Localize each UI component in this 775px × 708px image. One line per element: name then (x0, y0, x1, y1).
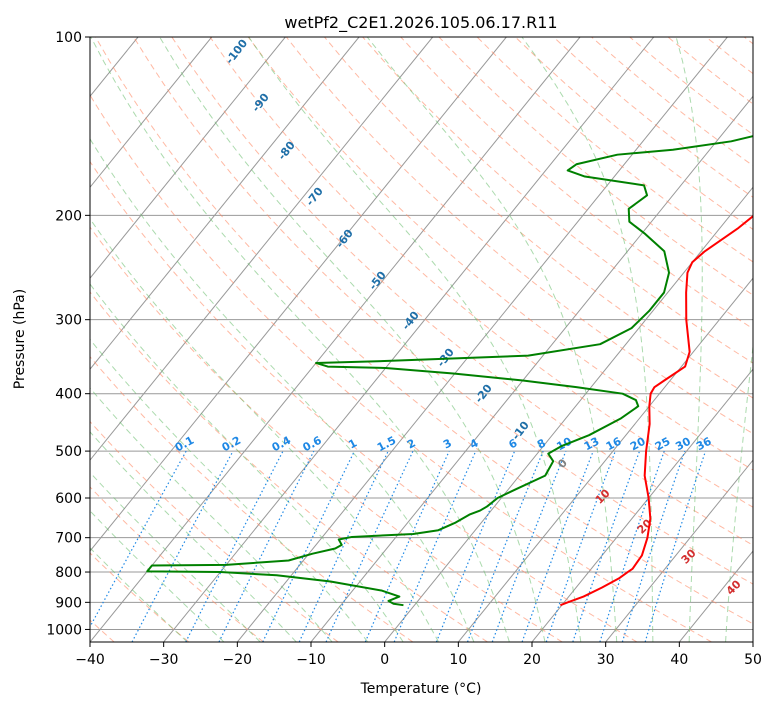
isotherm-line (163, 37, 655, 642)
y-tick-label: 200 (55, 208, 82, 224)
y-tick-label: 800 (55, 565, 82, 581)
mixing-ratio-label: 20 (628, 435, 648, 454)
mixing-ratio-line (572, 450, 641, 642)
x-tick-label: 10 (449, 652, 467, 668)
mixing-ratio-line (185, 450, 284, 642)
isotherm-line (90, 37, 213, 189)
isotherm-line (605, 459, 753, 642)
x-tick-label: 20 (523, 652, 541, 668)
mixing-ratio-line (393, 450, 477, 642)
y-tick-label: 900 (55, 595, 82, 611)
isotherm-line (384, 186, 753, 642)
isotherm-line (236, 37, 728, 642)
moist-adiabat-line (90, 547, 188, 642)
mixing-ratio-line (90, 450, 187, 629)
dry-adiabat-line (90, 420, 339, 642)
dry-adiabat-line (247, 37, 753, 471)
isotherm-line (90, 37, 507, 552)
mixing-ratio-line (491, 450, 567, 642)
x-tick-label: −20 (223, 652, 253, 668)
x-axis-label: Temperature (°C) (360, 681, 482, 697)
mixing-ratio-label: 25 (653, 435, 673, 454)
x-tick-label: 30 (597, 652, 615, 668)
moist-adiabat-line (521, 37, 654, 642)
moist-adiabat-line (90, 37, 510, 642)
x-tick-label: −10 (296, 652, 326, 668)
chart-title: wetPf2_C2E1.2026.105.06.17.R11 (284, 13, 557, 33)
dry-adiabat-line (209, 37, 753, 508)
dry-adiabat-line (400, 37, 753, 330)
y-tick-label: 400 (55, 387, 82, 403)
mixing-ratio-line (466, 450, 544, 642)
dry-adiabat-line (133, 37, 753, 585)
isotherm-line (90, 37, 581, 642)
mixing-ratio-line (218, 450, 315, 642)
dry-adiabat-line (90, 291, 488, 642)
y-tick-label: 500 (55, 444, 82, 460)
x-tick-label: 50 (744, 652, 762, 668)
x-tick-label: 0 (380, 652, 389, 668)
y-axis-label: Pressure (hPa) (12, 289, 28, 389)
dry-adiabat-line (90, 160, 638, 642)
moist-adiabat-line (675, 37, 703, 642)
moist-adiabat-line (90, 387, 333, 642)
y-tick-label: 600 (55, 491, 82, 507)
moist-adiabat-line (725, 342, 753, 642)
mixing-ratio-line (364, 450, 450, 642)
mixing-ratio-line (621, 450, 686, 642)
isotherm-line (457, 277, 753, 642)
mixing-ratio-label: 36 (694, 435, 714, 454)
dry-adiabat-line (90, 552, 190, 642)
y-tick-label: 1000 (46, 622, 82, 638)
y-tick-label: 700 (55, 531, 82, 547)
dry-adiabat-line (90, 94, 712, 642)
isotherm-line (531, 368, 753, 642)
dry-adiabat-line (90, 355, 414, 642)
y-tick-label: 100 (55, 30, 82, 46)
x-tick-label: 40 (670, 652, 688, 668)
moist-adiabat-line (90, 510, 225, 642)
x-tick-label: −30 (149, 652, 179, 668)
dry-adiabat-line (95, 37, 753, 625)
mixing-ratio-line (131, 450, 234, 642)
plot-frame (89, 36, 754, 643)
mixing-ratio-label: 16 (604, 435, 624, 454)
dewpoint-line (146, 135, 753, 607)
mixing-ratio-label: 13 (582, 435, 602, 454)
dry-adiabat-line (90, 226, 563, 642)
moist-adiabat-line (90, 283, 404, 642)
dry-adiabat-line (438, 37, 753, 296)
mixing-ratio-line (599, 450, 665, 642)
moist-adiabat-line (90, 137, 475, 642)
y-tick-label: 300 (55, 313, 82, 329)
isotherm-line (90, 37, 434, 461)
isotherm-line (90, 37, 286, 280)
mixing-ratio-line (644, 450, 707, 642)
moist-adiabat-line (90, 338, 369, 642)
mixing-ratio-line (521, 450, 594, 642)
x-tick-label: −40 (75, 652, 105, 668)
mixing-ratio-label: 30 (673, 435, 693, 454)
axes: −40 −30 −20 −10 0 10 20 30 40 50 100 200 300 400 500 60… (46, 30, 762, 668)
mixing-ratio-line (545, 450, 616, 642)
temperature-line (559, 214, 753, 607)
isotherm-line (90, 37, 360, 370)
data-series (146, 135, 753, 607)
moist-adiabat-line (90, 471, 261, 642)
moist-adiabat-line (90, 217, 439, 642)
mixing-ratio-line (435, 450, 516, 642)
moist-adiabat-line (159, 37, 546, 642)
dry-adiabat-line (171, 37, 753, 546)
